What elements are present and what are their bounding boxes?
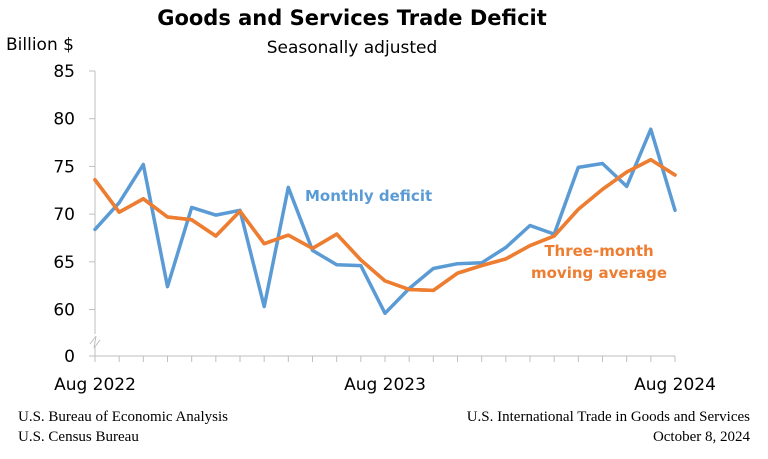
footer-release-line-2: October 8, 2024: [652, 429, 750, 445]
axis-break-mark: [89, 335, 101, 349]
x-tick-label: Aug 2023: [344, 375, 426, 395]
annotation-three-month: Three-month: [544, 242, 653, 260]
annotation-monthly-deficit: Monthly deficit: [305, 187, 432, 205]
annotation-moving-average: moving average: [531, 264, 667, 282]
footer-source-line-1: U.S. Bureau of Economic Analysis: [18, 409, 228, 425]
chart-title: Goods and Services Trade Deficit: [157, 6, 547, 30]
x-tick-label: Aug 2022: [54, 375, 136, 395]
y-tick-label: 75: [53, 157, 75, 177]
y-tick-label: 80: [53, 110, 75, 130]
y-tick-label: 70: [53, 205, 75, 225]
chart-subtitle: Seasonally adjusted: [266, 38, 438, 58]
footer-release: U.S. International Trade in Goods and Se…: [467, 407, 750, 447]
footer-release-line-1: U.S. International Trade in Goods and Se…: [466, 409, 750, 425]
y-axis-label: Billion $: [6, 35, 74, 55]
chart-plot-area: 0 60 65 70 75 80 85 Aug 2022 Aug 2023 Aug 2024 Mon…: [53, 62, 716, 395]
y-tick-label: 65: [53, 253, 75, 273]
y-tick-label: 0: [64, 347, 75, 367]
monthly-deficit-line: [93, 127, 677, 316]
footer-source: U.S. Bureau of Economic Analysis U.S. Ce…: [18, 407, 228, 447]
y-tick-label: 60: [53, 301, 75, 321]
x-tick-label: Aug 2024: [634, 375, 716, 395]
footer-source-line-2: U.S. Census Bureau: [18, 429, 139, 445]
moving-average-line-top: [93, 157, 677, 293]
y-tick-label: 85: [53, 62, 75, 82]
